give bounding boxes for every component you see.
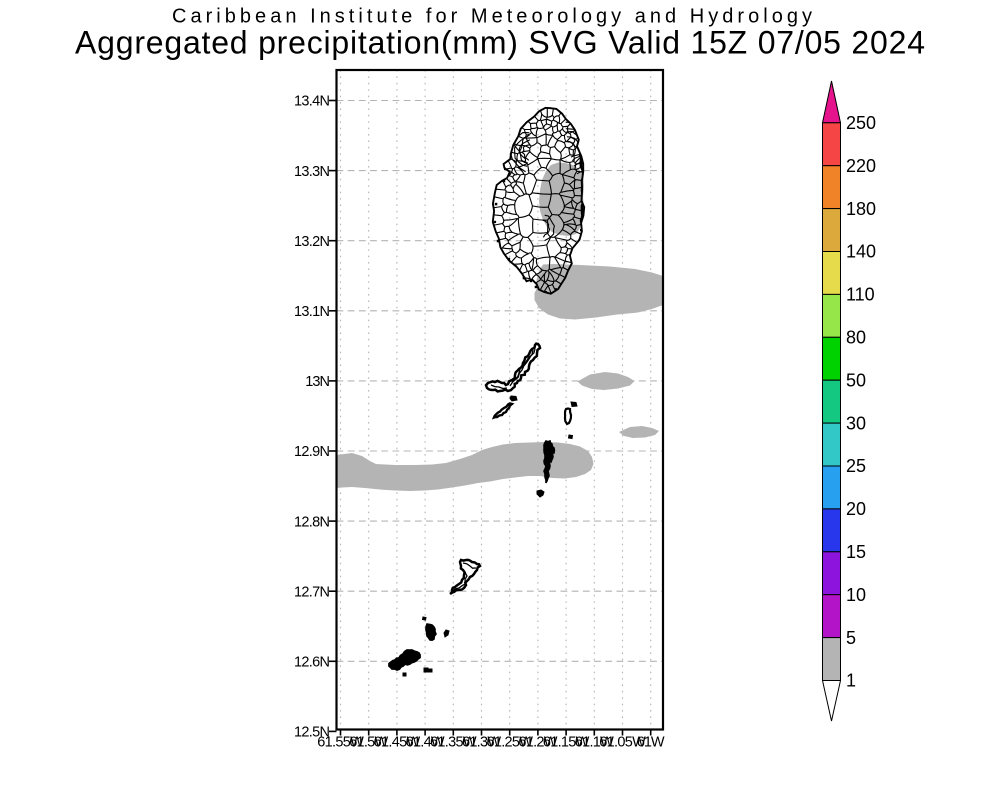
svg-text:250: 250 [846, 113, 876, 133]
svg-text:61.25W: 61.25W [486, 735, 533, 751]
svg-text:50: 50 [846, 370, 866, 390]
svg-text:61.4W: 61.4W [406, 735, 445, 751]
svg-text:180: 180 [846, 199, 876, 219]
svg-text:80: 80 [846, 328, 866, 348]
svg-text:61.35W: 61.35W [430, 735, 477, 751]
svg-text:13.3N: 13.3N [294, 164, 330, 180]
svg-text:13N: 13N [305, 374, 330, 390]
svg-text:140: 140 [846, 242, 876, 262]
svg-text:61W: 61W [637, 735, 665, 751]
svg-text:220: 220 [846, 156, 876, 176]
svg-text:25: 25 [846, 456, 866, 476]
svg-text:12.8N: 12.8N [294, 514, 330, 530]
svg-text:61.55W: 61.55W [317, 735, 364, 751]
svg-text:61.15W: 61.15W [543, 735, 590, 751]
svg-text:61.3W: 61.3W [462, 735, 501, 751]
svg-text:61.1W: 61.1W [575, 735, 614, 751]
svg-text:15: 15 [846, 542, 866, 562]
svg-text:61.45W: 61.45W [374, 735, 421, 751]
svg-text:5: 5 [846, 628, 856, 648]
svg-text:13.4N: 13.4N [294, 94, 330, 110]
svg-text:20: 20 [846, 499, 866, 519]
svg-text:13.1N: 13.1N [294, 304, 330, 320]
svg-text:30: 30 [846, 413, 866, 433]
svg-text:12.9N: 12.9N [294, 444, 330, 460]
svg-text:13.2N: 13.2N [294, 234, 330, 250]
svg-text:12.7N: 12.7N [294, 584, 330, 600]
svg-text:1: 1 [846, 671, 856, 691]
svg-text:61.5W: 61.5W [349, 735, 388, 751]
svg-text:110: 110 [846, 285, 875, 305]
svg-text:12.6N: 12.6N [294, 655, 330, 671]
svg-text:61.05W: 61.05W [599, 735, 646, 751]
svg-text:12.5N: 12.5N [294, 725, 330, 741]
svg-text:61.2W: 61.2W [518, 735, 557, 751]
svg-text:10: 10 [846, 585, 866, 605]
svg-text:Aggregated precipitation(mm) S: Aggregated precipitation(mm) SVG Valid 1… [75, 25, 925, 61]
